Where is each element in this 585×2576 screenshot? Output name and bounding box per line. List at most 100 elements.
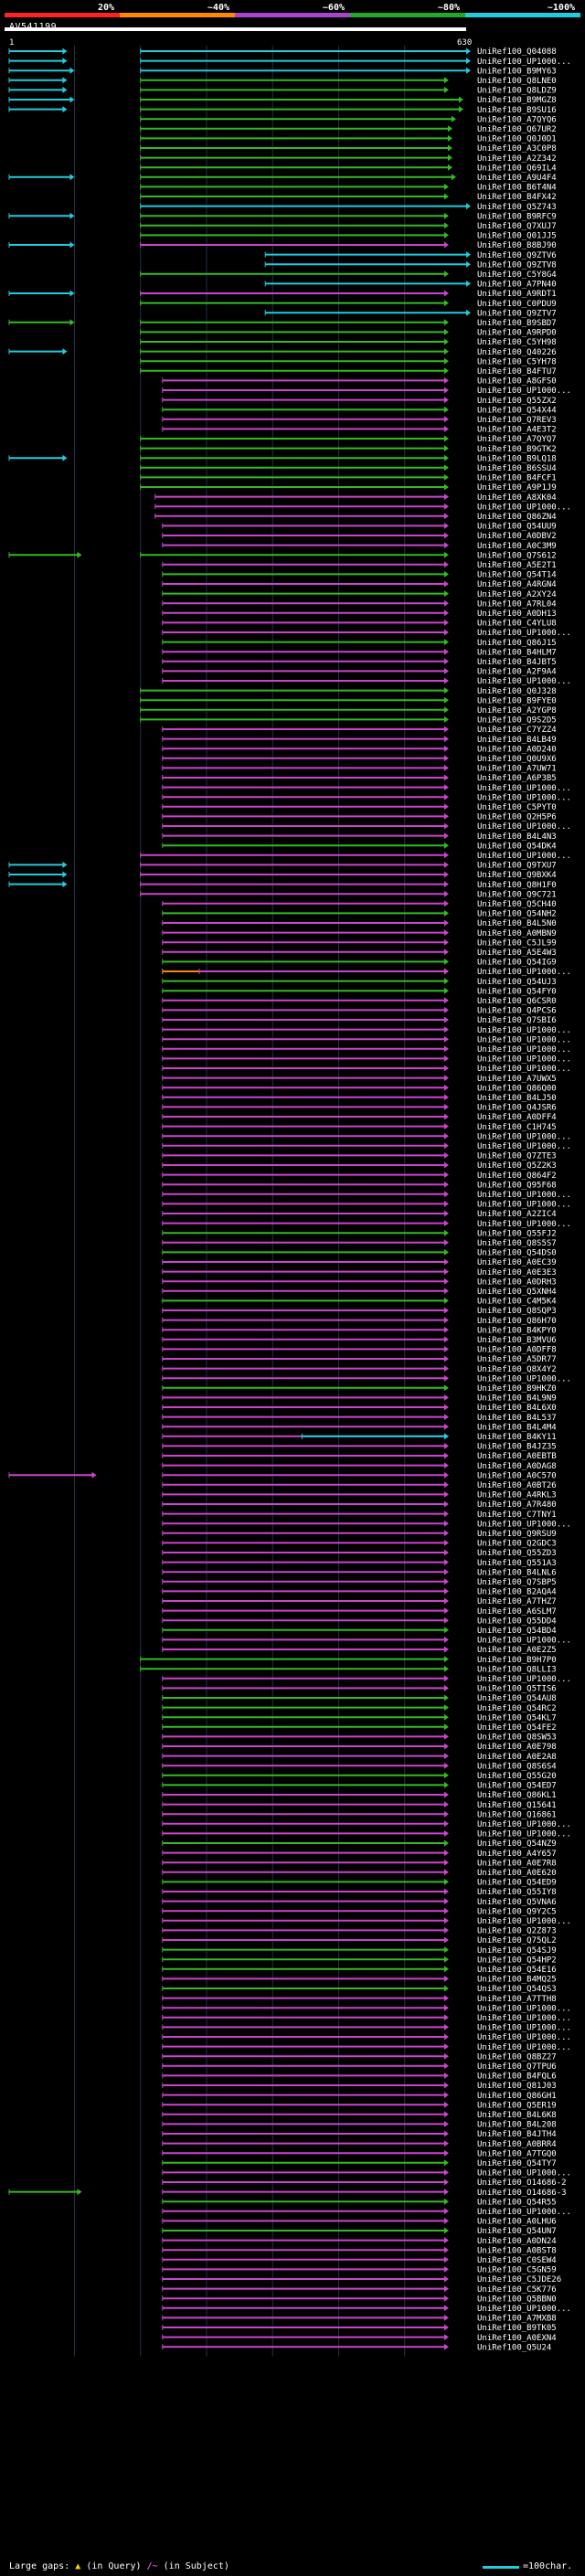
hit-label[interactable]: UniRef100_C5JL99 xyxy=(477,938,557,948)
hit-label[interactable]: UniRef100_B9GTK2 xyxy=(477,445,557,454)
hit-label[interactable]: UniRef100_UP1000... xyxy=(477,2004,571,2013)
hit-label[interactable]: UniRef100_B9FYE0 xyxy=(477,696,557,705)
hit-row[interactable]: UniRef100_UP1000... xyxy=(162,793,571,802)
hit-label[interactable]: UniRef100_B4JZ35 xyxy=(477,1443,557,1452)
hit-row[interactable]: UniRef100_Q8SW53 xyxy=(162,1733,557,1743)
hit-label[interactable]: UniRef100_UP1000... xyxy=(477,2033,571,2042)
hit-label[interactable]: UniRef100_A7THZ7 xyxy=(477,1597,557,1606)
hit-label[interactable]: UniRef100_A6P3B5 xyxy=(477,774,557,783)
hit-label[interactable]: UniRef100_B9LQ18 xyxy=(477,454,557,463)
hit-row[interactable]: UniRef100_UP1000... xyxy=(162,2208,571,2217)
hit-label[interactable]: UniRef100_Q55IY8 xyxy=(477,1888,557,1897)
hit-label[interactable]: UniRef100_Q5Z743 xyxy=(477,203,557,212)
hit-row[interactable]: UniRef100_B4HLM7 xyxy=(162,648,557,657)
hit-label[interactable]: UniRef100_Q8S6S4 xyxy=(477,1762,557,1771)
hit-label[interactable]: UniRef100_B4L5N0 xyxy=(477,919,557,928)
hit-label[interactable]: UniRef100_B8BJ90 xyxy=(477,241,557,250)
hit-row[interactable]: UniRef100_A3C0P8 xyxy=(140,144,557,154)
hit-row[interactable]: UniRef100_UP1000... xyxy=(162,968,571,977)
hit-label[interactable]: UniRef100_Q54DK4 xyxy=(477,842,557,851)
hit-label[interactable]: UniRef100_Q8SW53 xyxy=(477,1733,557,1743)
hit-row[interactable]: UniRef100_UP1000... xyxy=(162,1026,571,1035)
hit-label[interactable]: UniRef100_UP1000... xyxy=(477,2305,571,2314)
hit-label[interactable]: UniRef100_B4LNL6 xyxy=(477,1568,557,1577)
hit-row[interactable]: UniRef100_B4KY11 xyxy=(162,1433,557,1442)
hit-label[interactable]: UniRef100_B9RFC9 xyxy=(477,212,557,221)
hit-label[interactable]: UniRef100_A0E2Z5 xyxy=(477,1646,557,1655)
hit-label[interactable]: UniRef100_Q54NH2 xyxy=(477,910,557,919)
hit-row[interactable]: UniRef100_Q9ZTV7 xyxy=(264,309,557,318)
hit-row[interactable]: UniRef100_Q86ZN4 xyxy=(154,513,557,522)
hit-row[interactable]: UniRef100_UP1000... xyxy=(162,2043,571,2052)
hit-label[interactable]: UniRef100_B4JBT5 xyxy=(477,658,557,667)
hit-row[interactable]: UniRef100_A8XK04 xyxy=(154,493,557,503)
hit-row[interactable]: UniRef100_Q54ED9 xyxy=(162,1879,557,1888)
hit-row[interactable]: UniRef100_Q54E16 xyxy=(162,1966,557,1975)
hit-row[interactable]: UniRef100_Q4PCS6 xyxy=(162,1007,557,1016)
hit-label[interactable]: UniRef100_Q7TPU6 xyxy=(477,2062,557,2072)
hit-row[interactable]: UniRef100_UP1000... xyxy=(162,1637,571,1646)
hit-label[interactable]: UniRef100_Q54IG9 xyxy=(477,959,557,968)
hit-label[interactable]: UniRef100_A0E620 xyxy=(477,1869,557,1878)
hit-row[interactable]: UniRef100_C0SEW4 xyxy=(162,2256,557,2265)
hit-label[interactable]: UniRef100_Q01JJ5 xyxy=(477,232,557,241)
hit-row[interactable]: UniRef100_UP1000... xyxy=(8,58,571,67)
hit-row[interactable]: UniRef100_UP1000... xyxy=(162,1374,571,1383)
hit-label[interactable]: UniRef100_Q8X4Y2 xyxy=(477,1365,557,1374)
hit-label[interactable]: UniRef100_Q7SBP5 xyxy=(477,1578,557,1587)
hit-row[interactable]: UniRef100_Q55G20 xyxy=(162,1772,557,1781)
hit-label[interactable]: UniRef100_A2YGP8 xyxy=(477,706,557,716)
hit-row[interactable]: UniRef100_UP1000... xyxy=(162,1820,571,1829)
hit-row[interactable]: UniRef100_B4LNL6 xyxy=(162,1568,557,1577)
hit-row[interactable]: UniRef100_B9HKZ0 xyxy=(162,1384,557,1394)
hit-label[interactable]: UniRef100_UP1000... xyxy=(477,1045,571,1055)
hit-label[interactable]: UniRef100_Q5BBN0 xyxy=(477,2295,557,2304)
hit-row[interactable]: UniRef100_B9SBD7 xyxy=(8,319,557,328)
hit-label[interactable]: UniRef100_Q5VNA6 xyxy=(477,1898,557,1907)
hit-label[interactable]: UniRef100_UP1000... xyxy=(477,58,571,67)
hit-row[interactable]: UniRef100_C5GN59 xyxy=(162,2266,557,2275)
hit-row[interactable]: UniRef100_Q54DK4 xyxy=(162,842,557,851)
hit-label[interactable]: UniRef100_A5E4W3 xyxy=(477,949,557,958)
hit-label[interactable]: UniRef100_B4L4N3 xyxy=(477,832,557,842)
hit-label[interactable]: UniRef100_UP1000... xyxy=(477,2014,571,2023)
hit-row[interactable]: UniRef100_Q8SQP3 xyxy=(162,1307,557,1316)
hit-label[interactable]: UniRef100_Q16861 xyxy=(477,1810,557,1819)
hit-label[interactable]: UniRef100_UP1000... xyxy=(477,1132,571,1141)
hit-row[interactable]: UniRef100_C0PDU9 xyxy=(140,300,557,309)
hit-label[interactable]: UniRef100_A0DN24 xyxy=(477,2237,557,2246)
hit-label[interactable]: UniRef100_Q7ZTE3 xyxy=(477,1152,557,1161)
hit-label[interactable]: UniRef100_B2AQA4 xyxy=(477,1588,557,1597)
hit-label[interactable]: UniRef100_B4FQL6 xyxy=(477,2072,557,2082)
hit-label[interactable]: UniRef100_Q81J03 xyxy=(477,2082,557,2091)
hit-row[interactable]: UniRef100_Q86KL1 xyxy=(162,1791,557,1800)
hit-label[interactable]: UniRef100_Q9BXK4 xyxy=(477,871,557,880)
hit-row[interactable]: UniRef100_UP1000... xyxy=(162,2024,571,2033)
hit-label[interactable]: UniRef100_A0D240 xyxy=(477,745,557,754)
hit-row[interactable]: UniRef100_Q2H5P6 xyxy=(162,813,557,822)
hit-label[interactable]: UniRef100_B4HLM7 xyxy=(477,648,557,657)
hit-label[interactable]: UniRef100_Q54R55 xyxy=(477,2198,557,2207)
hit-label[interactable]: UniRef100_Q9ZTV6 xyxy=(477,251,557,260)
hit-row[interactable]: UniRef100_UP1000... xyxy=(162,1045,571,1055)
hit-row[interactable]: UniRef100_C1H745 xyxy=(162,1123,557,1132)
hit-label[interactable]: UniRef100_UP1000... xyxy=(477,1220,571,1229)
hit-label[interactable]: UniRef100_Q54SJ9 xyxy=(477,1946,557,1956)
hit-label[interactable]: UniRef100_Q864F2 xyxy=(477,1171,557,1181)
hit-label[interactable]: UniRef100_A0LHU6 xyxy=(477,2218,557,2227)
hit-row[interactable]: UniRef100_UP1000... xyxy=(162,2033,571,2042)
hit-label[interactable]: UniRef100_Q8SQP3 xyxy=(477,1307,557,1316)
hit-row[interactable]: UniRef100_A0C570 xyxy=(8,1471,557,1480)
hit-row[interactable]: UniRef100_Q9ZTV8 xyxy=(264,260,557,270)
hit-row[interactable]: UniRef100_Q9Y2C5 xyxy=(162,1907,557,1916)
hit-row[interactable]: UniRef100_A7UWX5 xyxy=(162,1075,557,1084)
hit-label[interactable]: UniRef100_Q54UU9 xyxy=(477,523,557,532)
hit-label[interactable]: UniRef100_A0BST8 xyxy=(477,2246,557,2255)
hit-row[interactable]: UniRef100_B9FYE0 xyxy=(140,696,557,705)
hit-label[interactable]: UniRef100_A0DAG8 xyxy=(477,1462,557,1471)
hit-row[interactable]: UniRef100_Q9BXK4 xyxy=(8,871,557,880)
hit-label[interactable]: UniRef100_Q5XNH4 xyxy=(477,1288,557,1297)
hit-label[interactable]: UniRef100_A0MBN9 xyxy=(477,929,557,938)
hit-label[interactable]: UniRef100_A0DRH3 xyxy=(477,1277,557,1287)
hit-row[interactable]: UniRef100_B3MVU6 xyxy=(162,1336,557,1345)
